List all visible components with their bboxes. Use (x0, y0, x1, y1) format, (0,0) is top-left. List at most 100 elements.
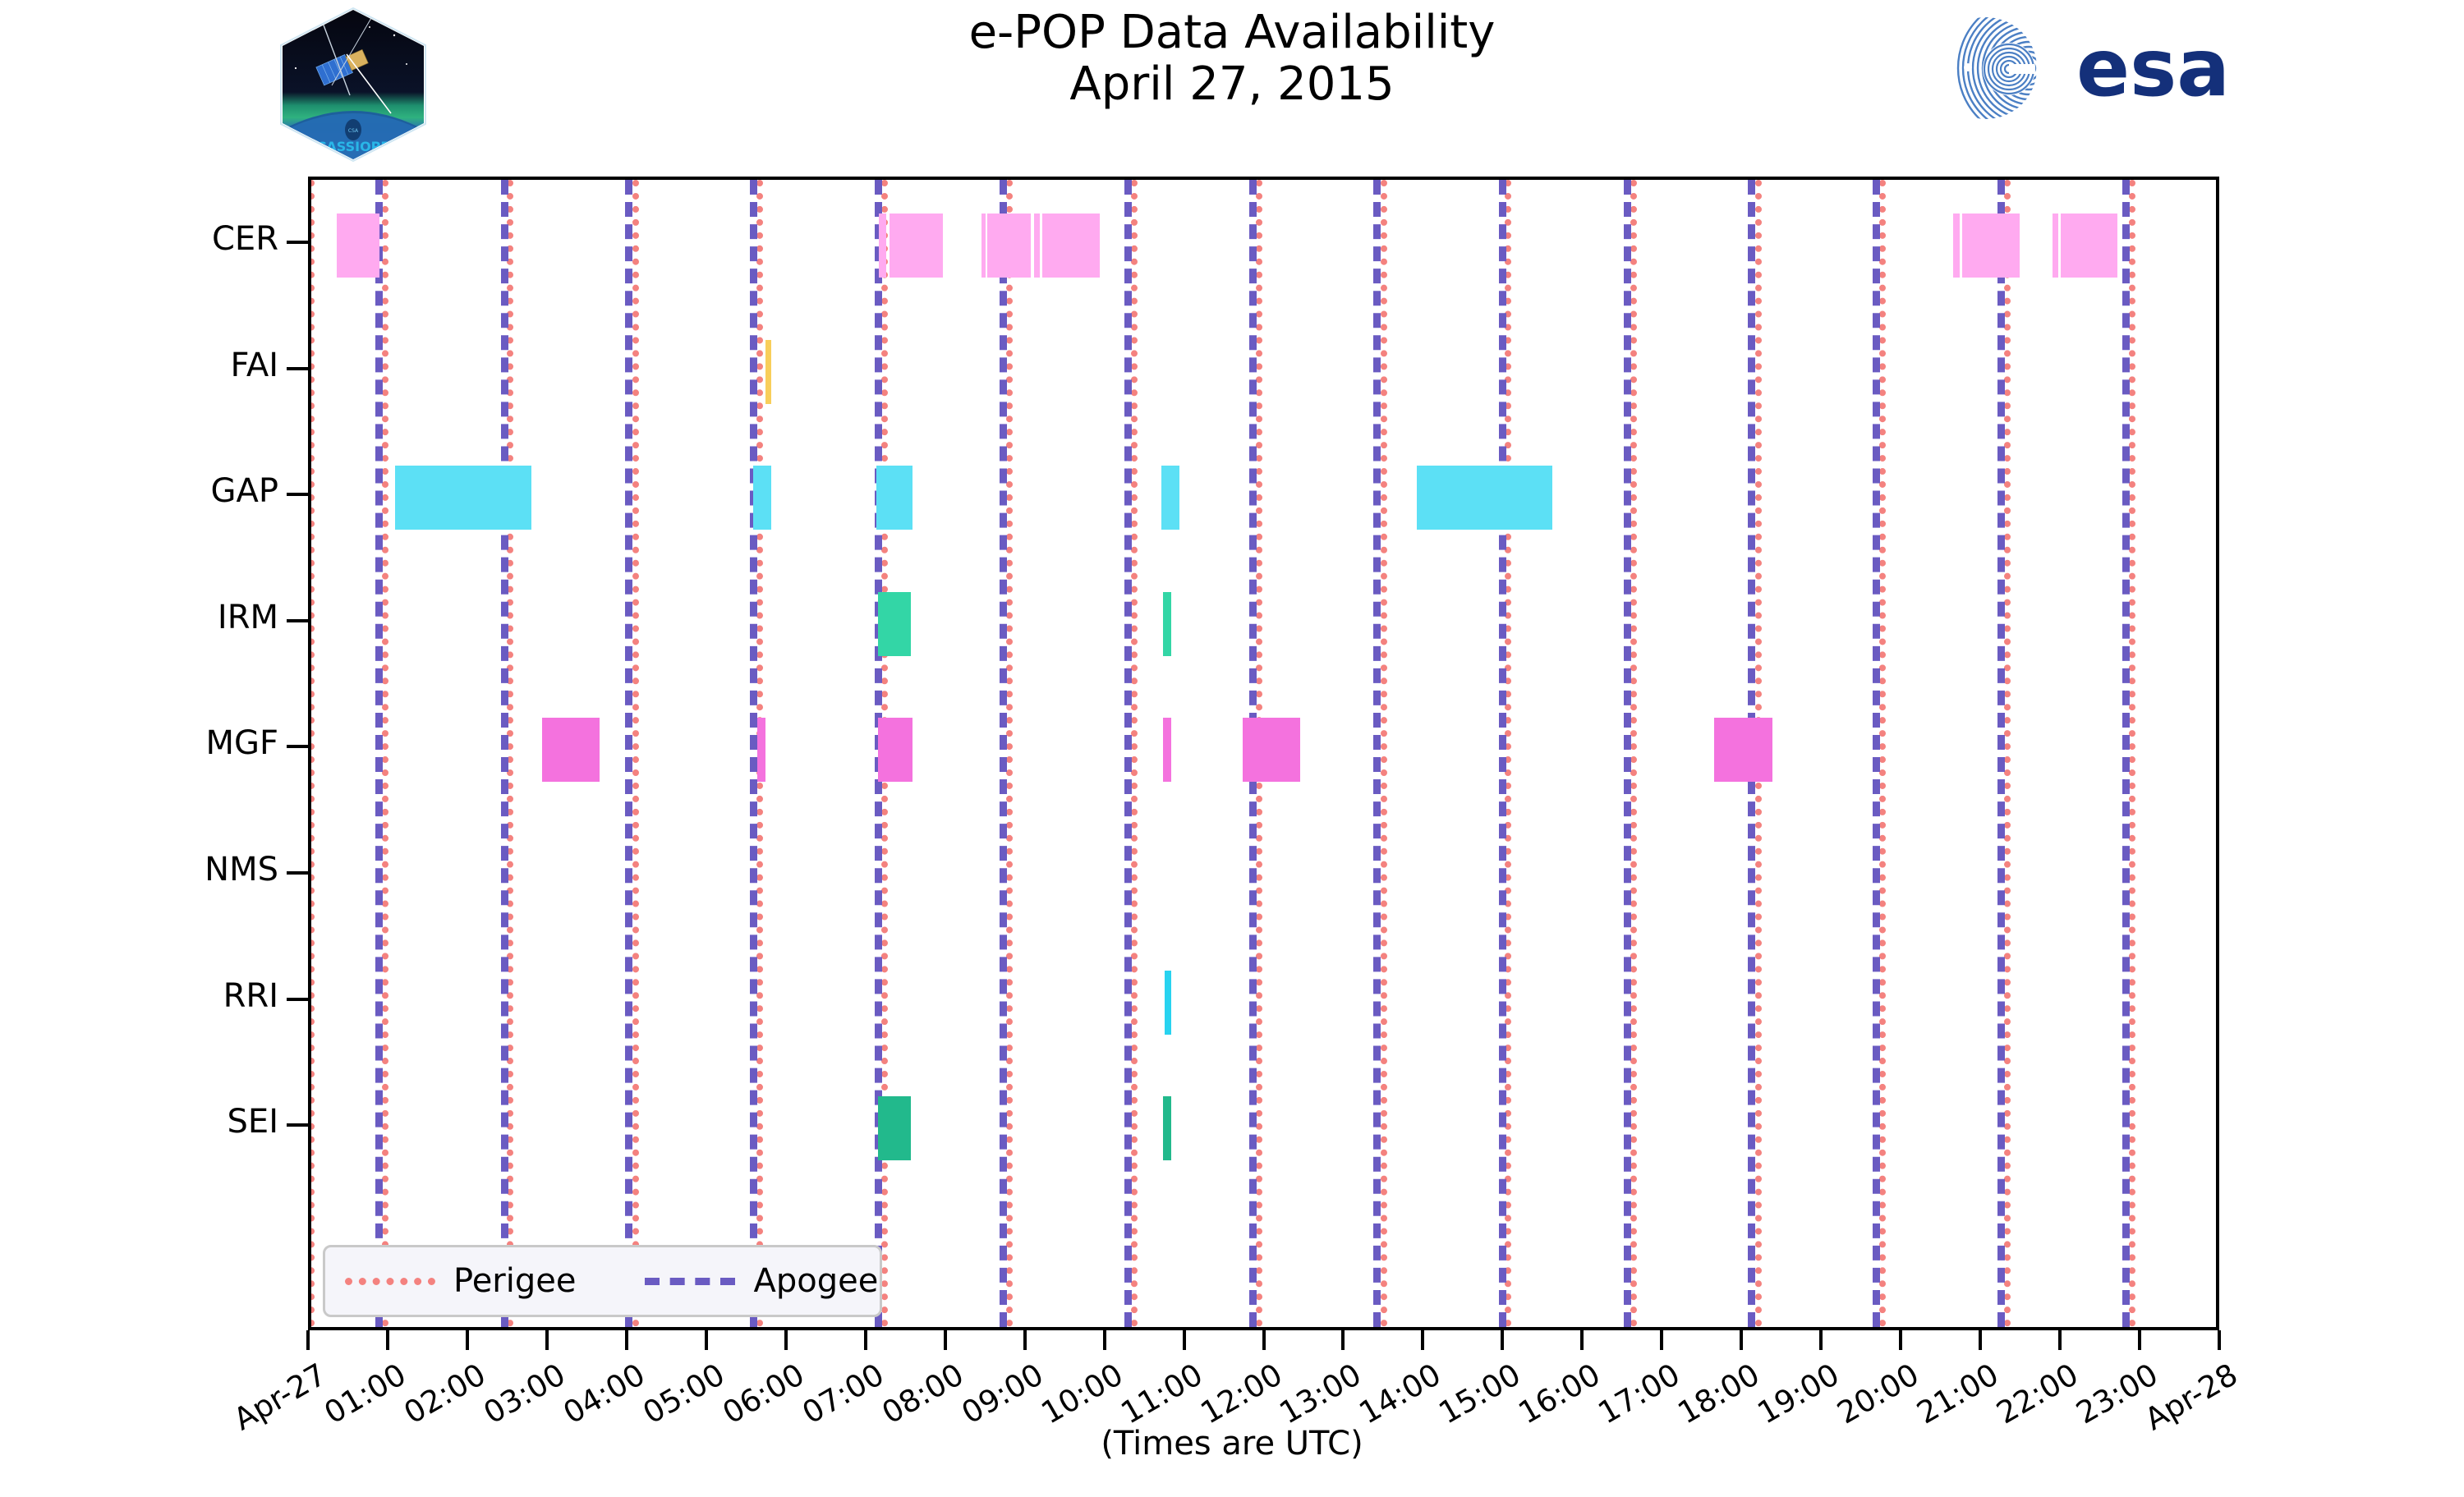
y-axis-label-sei: SEI (227, 1103, 278, 1141)
data-bar-gap (876, 466, 913, 530)
y-tick-fai (287, 366, 308, 370)
perigee-line (1130, 180, 1138, 1327)
x-tick-21 (1979, 1330, 1983, 1350)
x-tick-3 (545, 1330, 549, 1350)
perigee-line (1381, 180, 1388, 1327)
title-line-2: April 27, 2015 (1069, 57, 1395, 112)
data-bar-cer (1961, 214, 2020, 278)
data-bar-cer (2061, 214, 2117, 278)
y-tick-nms (287, 871, 308, 875)
data-bar-mgf (1714, 718, 1773, 783)
y-axis-label-gap: GAP (210, 472, 278, 511)
data-bar-cer (987, 214, 1031, 278)
cassiope-logo-icon: CSA CASSIOPE (280, 7, 426, 163)
x-tick-10 (1102, 1330, 1106, 1350)
x-tick-6 (784, 1330, 788, 1350)
data-bar-cer (981, 214, 986, 278)
data-bar-mgf (1163, 718, 1172, 783)
y-tick-rri (287, 997, 308, 1001)
perigee-line (2004, 180, 2011, 1327)
perigee-line-swatch-icon (345, 1277, 435, 1285)
y-tick-gap (287, 493, 308, 497)
page-header: CSA CASSIOPE e-POP Data Availability Apr… (0, 0, 2464, 177)
perigee-line (382, 180, 389, 1327)
data-bar-cer (889, 214, 943, 278)
perigee-line (311, 180, 315, 1327)
x-tick-0 (306, 1330, 310, 1350)
data-bar-gap (1416, 466, 1552, 530)
x-tick-19 (1819, 1330, 1823, 1350)
x-tick-8 (943, 1330, 947, 1350)
legend-item-perigee: Perigee (325, 1262, 576, 1300)
esa-logo: esa (1930, 15, 2300, 122)
y-axis-label-irm: IRM (217, 598, 278, 636)
perigee-line (1505, 180, 1512, 1327)
y-tick-cer (287, 241, 308, 244)
x-tick-18 (1740, 1330, 1744, 1350)
data-bar-rri (1165, 970, 1172, 1035)
page-title: e-POP Data Availability April 27, 2015 (575, 7, 1889, 111)
data-bar-cer (879, 214, 887, 278)
x-tick-5 (704, 1330, 708, 1350)
perigee-line (2129, 180, 2136, 1327)
y-tick-sei (287, 1123, 308, 1127)
data-bar-cer (1953, 214, 1961, 278)
apogee-line (1623, 180, 1631, 1327)
y-axis-label-cer: CER (212, 220, 278, 258)
data-bar-mgf (1243, 718, 1301, 783)
x-tick-20 (1899, 1330, 1903, 1350)
x-tick-12 (1262, 1330, 1266, 1350)
x-tick-16 (1580, 1330, 1584, 1350)
x-tick-1 (385, 1330, 389, 1350)
apogee-line (1373, 180, 1381, 1327)
legend-label-apogee: Apogee (753, 1262, 879, 1300)
x-tick-9 (1023, 1330, 1027, 1350)
data-bar-mgf (756, 718, 765, 783)
data-bar-irm (878, 591, 912, 656)
apogee-line (2122, 180, 2130, 1327)
data-bar-gap (1161, 466, 1179, 530)
data-bar-fai (765, 339, 772, 404)
perigee-line (1630, 180, 1637, 1327)
x-tick-17 (1660, 1330, 1664, 1350)
data-bar-mgf (542, 718, 600, 783)
apogee-line (750, 180, 758, 1327)
data-bar-cer (1034, 214, 1041, 278)
x-tick-15 (1501, 1330, 1505, 1350)
legend-item-apogee: Apogee (625, 1262, 878, 1300)
y-axis-label-rri: RRI (223, 976, 278, 1015)
y-axis-label-fai: FAI (230, 346, 279, 384)
y-axis-label-mgf: MGF (205, 724, 278, 763)
data-bar-cer (1042, 214, 1100, 278)
data-bar-gap (394, 466, 531, 530)
perigee-line (1006, 180, 1014, 1327)
legend-label-perigee: Perigee (453, 1262, 577, 1300)
title-line-1: e-POP Data Availability (968, 6, 1496, 59)
x-tick-11 (1182, 1330, 1186, 1350)
x-tick-7 (863, 1330, 867, 1350)
data-bar-sei (1163, 1096, 1172, 1161)
chart-plot-inner (311, 180, 2216, 1327)
data-bar-sei (878, 1096, 912, 1161)
apogee-line (1124, 180, 1132, 1327)
apogee-line-swatch-icon (645, 1277, 736, 1285)
data-bar-cer (337, 214, 380, 278)
y-axis-label-nms: NMS (205, 851, 278, 889)
x-tick-22 (2058, 1330, 2062, 1350)
x-tick-13 (1341, 1330, 1345, 1350)
x-tick-24 (2218, 1330, 2221, 1350)
chart-legend: Perigee Apogee (323, 1245, 882, 1317)
y-tick-irm (287, 618, 308, 622)
apogee-line (1498, 180, 1506, 1327)
apogee-line (375, 180, 384, 1327)
apogee-line (1997, 180, 2006, 1327)
data-bar-cer (2053, 214, 2059, 278)
data-bar-mgf (878, 718, 913, 783)
esa-logo-wordmark: esa (2076, 22, 2230, 114)
x-axis-caption: (Times are UTC) (1101, 1425, 1363, 1463)
data-bar-irm (1163, 591, 1172, 656)
perigee-line (632, 180, 639, 1327)
x-tick-23 (2138, 1330, 2142, 1350)
svg-text:CSA: CSA (348, 128, 359, 134)
apogee-line (999, 180, 1007, 1327)
